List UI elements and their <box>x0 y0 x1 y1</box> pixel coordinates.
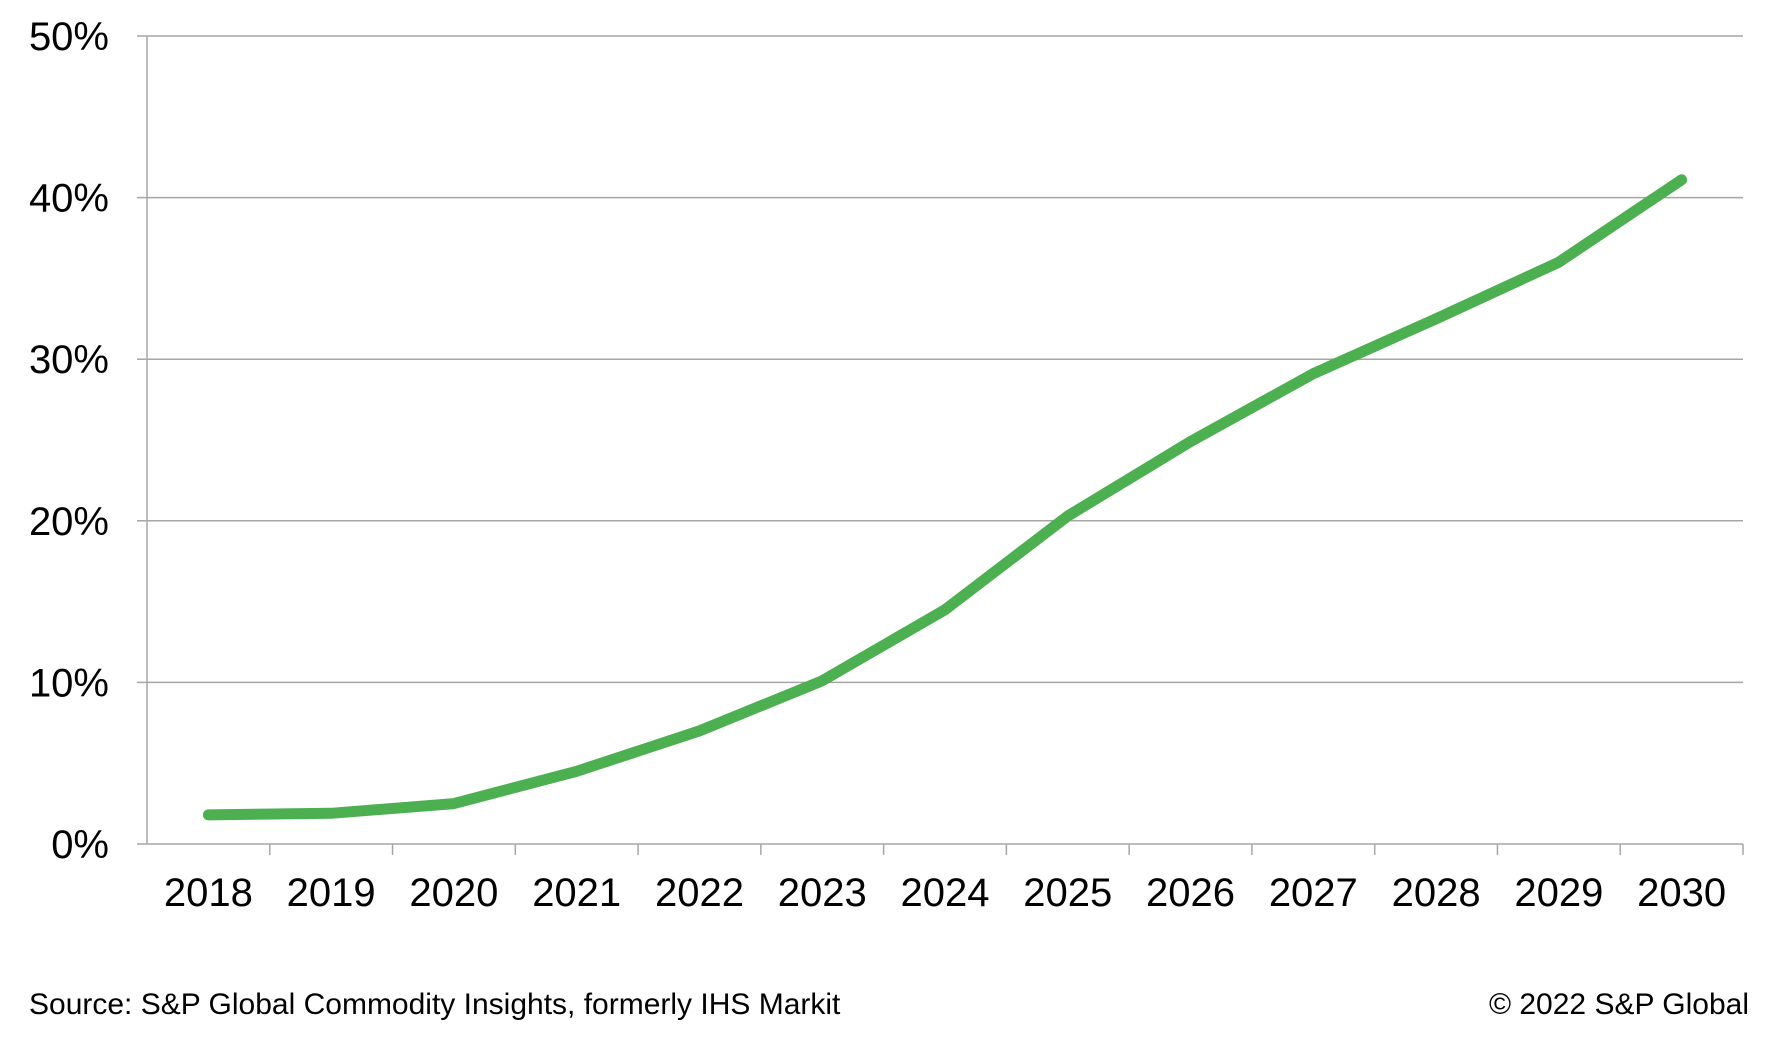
series-line-0 <box>202 174 1688 821</box>
gridlines <box>147 35 1743 684</box>
x-tick-label-2021: 2021 <box>532 871 621 915</box>
x-tick-label-2030: 2030 <box>1637 871 1726 915</box>
y-tick-label-30: 30% <box>29 338 109 382</box>
copyright-note: © 2022 S&P Global <box>1488 988 1749 1021</box>
x-tick-label-2023: 2023 <box>778 871 867 915</box>
axes <box>137 35 1743 845</box>
x-tick-label-2022: 2022 <box>655 871 744 915</box>
y-tick-label-40: 40% <box>29 177 109 221</box>
y-tick-label-0: 0% <box>51 823 109 867</box>
source-note: Source: S&P Global Commodity Insights, f… <box>29 988 841 1021</box>
x-tick-label-2026: 2026 <box>1146 871 1235 915</box>
x-tick-label-2024: 2024 <box>901 871 990 915</box>
y-tick-label-10: 10% <box>29 661 109 705</box>
x-tick-label-2025: 2025 <box>1023 871 1112 915</box>
y-tick-labels: 0% 10% 20% 30% 40% 50% <box>29 15 109 867</box>
x-tick-label-2029: 2029 <box>1514 871 1603 915</box>
y-tick-label-20: 20% <box>29 500 109 544</box>
series-layer <box>202 174 1688 821</box>
x-tick-labels: 2018 2019 2020 2021 2022 2023 2024 2025 2026 2027… <box>164 871 1726 915</box>
x-tick-label-2027: 2027 <box>1269 871 1358 915</box>
y-tick-label-50: 50% <box>29 15 109 59</box>
x-tick-label-2019: 2019 <box>287 871 376 915</box>
x-tick-label-2020: 2020 <box>409 871 498 915</box>
x-tick-marks <box>269 844 1744 855</box>
x-tick-label-2028: 2028 <box>1392 871 1481 915</box>
x-tick-label-2018: 2018 <box>164 871 253 915</box>
